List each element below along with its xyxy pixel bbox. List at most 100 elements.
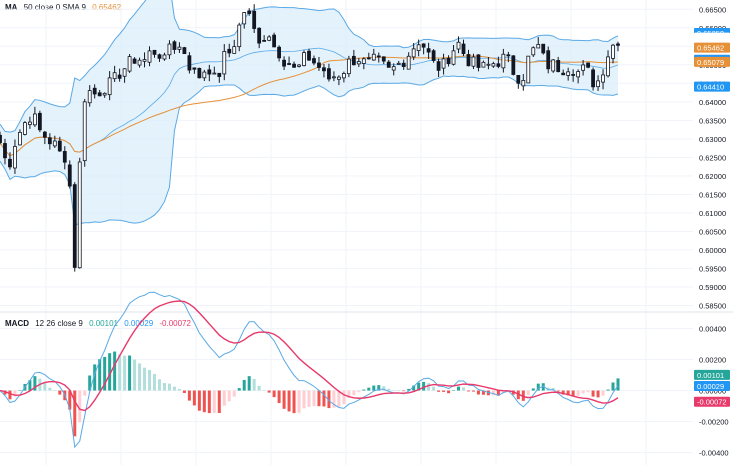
candle-body: [162, 54, 167, 60]
macd-histogram-bar: [322, 390, 326, 407]
candle-body: [576, 71, 581, 78]
macd-histogram-bar: [222, 390, 226, 406]
candle-body: [57, 140, 62, 152]
macd-histogram-bar: [357, 390, 361, 393]
candle-body: [237, 24, 242, 48]
candle-body: [232, 46, 237, 54]
candle-body: [47, 137, 52, 145]
price-tag: 0.65079: [697, 58, 724, 67]
macd-histogram-bar: [526, 390, 530, 395]
candle-body: [337, 76, 341, 80]
macd-histogram-bar: [232, 390, 236, 397]
candle-body: [466, 54, 471, 67]
macd-histogram-bar: [481, 390, 485, 395]
macd-line: [0, 291, 619, 449]
macd-histogram-bar: [272, 390, 276, 398]
candle-body: [366, 57, 371, 60]
macd-histogram-bar: [3, 390, 7, 395]
candle-body: [0, 134, 2, 144]
macd-legend-v1: 0.00101: [89, 319, 118, 328]
macd-tag: 0.00029: [697, 382, 724, 391]
candle-body: [456, 41, 461, 50]
candle-body: [222, 51, 227, 75]
ma-legend-name: MA: [5, 3, 18, 12]
candle-body: [381, 56, 386, 62]
candle-body: [476, 54, 481, 68]
candle-body: [302, 52, 306, 67]
macd-histogram-bar: [571, 390, 575, 397]
candle-body: [142, 59, 147, 62]
macd-histogram-bar: [586, 390, 590, 393]
macd-histogram-bar: [88, 375, 92, 391]
macd-histogram-bar: [546, 387, 550, 391]
macd-histogram-bar: [103, 356, 107, 391]
macd-histogram-bar: [28, 380, 32, 391]
candle-body: [157, 54, 162, 59]
macd-histogram-bar: [437, 390, 441, 392]
macd-legend-name: MACD: [5, 319, 29, 328]
candle-body: [23, 122, 27, 135]
macd-legend-params: 12 26 close 9: [35, 319, 83, 328]
macd-histogram-bar: [227, 390, 231, 402]
macd-histogram-bar: [516, 390, 520, 400]
candle-body: [511, 55, 516, 75]
price-axis-tick: 0.66500: [699, 5, 726, 14]
candle-body: [172, 41, 177, 50]
price-axis-tick: 0.63000: [699, 135, 726, 144]
candle-body: [371, 53, 376, 61]
macd-histogram-bar: [377, 385, 381, 391]
macd-histogram-bar: [466, 390, 470, 392]
macd-histogram-bar: [422, 381, 426, 391]
macd-histogram-bar: [167, 383, 171, 391]
macd-histogram-bar: [521, 390, 525, 401]
candle-body: [471, 56, 476, 67]
macd-histogram-bar: [302, 390, 306, 409]
candle-body: [461, 43, 466, 55]
macd-histogram-bar: [202, 390, 206, 413]
candle-body: [242, 12, 247, 25]
candle-body: [8, 158, 12, 168]
candle-body: [77, 161, 82, 269]
candle-body: [431, 50, 436, 61]
price-tag-bg: [694, 81, 730, 92]
macd-histogram-bar: [143, 367, 147, 391]
macd-histogram-bar: [217, 390, 221, 414]
ma-legend: MA 50 close 0 SMA 9 0.65462: [5, 3, 125, 12]
price-tag: 0.64410: [697, 83, 724, 92]
macd-legend-v2: 0.00029: [124, 319, 154, 328]
macd-histogram-bar: [367, 387, 371, 391]
candle-body: [426, 48, 431, 53]
candle-body: [486, 63, 491, 66]
candle-body: [441, 58, 446, 69]
macd-histogram-bar: [606, 389, 610, 391]
price-tag-bg: [694, 42, 730, 53]
macd-histogram-bar: [347, 390, 351, 398]
macd-histogram-bar: [257, 385, 261, 391]
macd-histogram-bar: [48, 387, 52, 391]
candle-body: [307, 50, 311, 61]
candle-body: [436, 61, 441, 71]
macd-histogram-bar: [312, 390, 316, 407]
candle-body: [376, 55, 381, 58]
candle-body: [252, 10, 257, 29]
macd-histogram-bar: [13, 390, 17, 397]
candle-body: [327, 68, 331, 80]
macd-histogram-bar: [73, 390, 77, 437]
macd-histogram-bar: [531, 388, 535, 391]
candle-body: [292, 63, 296, 68]
candle-body: [551, 59, 556, 72]
macd-histogram-bar: [417, 382, 421, 391]
macd-histogram-bar: [277, 390, 281, 404]
macd-histogram-bar: [128, 355, 132, 391]
macd-histogram-bar: [138, 363, 142, 391]
candle-body: [13, 146, 17, 169]
macd-histogram-bar: [252, 379, 256, 391]
price-axis-tick: 0.59500: [699, 264, 726, 273]
candle-body: [207, 69, 212, 75]
macd-histogram-bar: [237, 388, 241, 391]
macd-histogram-bar: [342, 390, 346, 405]
macd-tag-bg: [694, 396, 730, 407]
macd-histogram-bar: [83, 390, 87, 396]
candle-body: [227, 48, 232, 54]
